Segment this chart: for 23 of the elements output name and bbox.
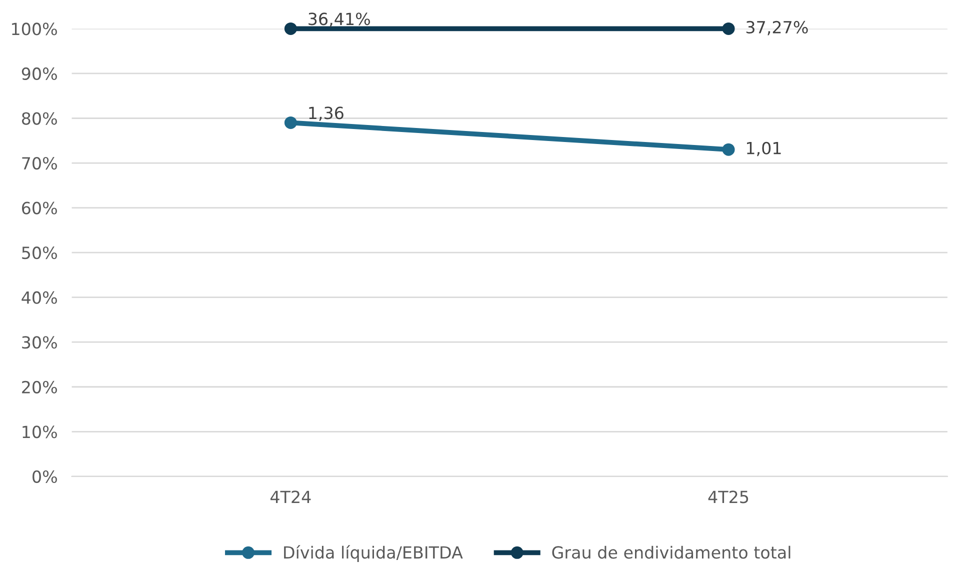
- point: [284, 22, 297, 35]
- x-tick-label: 4T25: [708, 490, 748, 504]
- y-tick-label: 0%: [32, 470, 57, 483]
- y-tick-label: 30%: [22, 336, 57, 349]
- point: [722, 22, 735, 35]
- point: [722, 143, 735, 156]
- point: [284, 116, 297, 129]
- annotation: 36,41%: [308, 12, 370, 27]
- y-tick-label: 50%: [22, 246, 57, 260]
- legend-label: Grau de endividamento total: [552, 546, 790, 559]
- y-tick-label: 70%: [22, 156, 57, 170]
- y-tick-label: 10%: [22, 426, 57, 438]
- annotation: 37,27%: [746, 20, 808, 36]
- x-tick-label: 4T24: [270, 490, 311, 503]
- y-tick-label: 90%: [22, 67, 57, 80]
- y-tick-label: 80%: [22, 112, 57, 125]
- y-tick-label: 100%: [12, 22, 57, 36]
- y-tick-label: 60%: [22, 202, 57, 214]
- annotation: 1,01: [747, 142, 781, 156]
- annotation: 1,36: [309, 106, 344, 121]
- y-tick-label: 20%: [22, 380, 57, 394]
- y-tick-label: 40%: [22, 291, 57, 304]
- legend-label: Dívida líquida/EBITDA: [284, 545, 463, 562]
